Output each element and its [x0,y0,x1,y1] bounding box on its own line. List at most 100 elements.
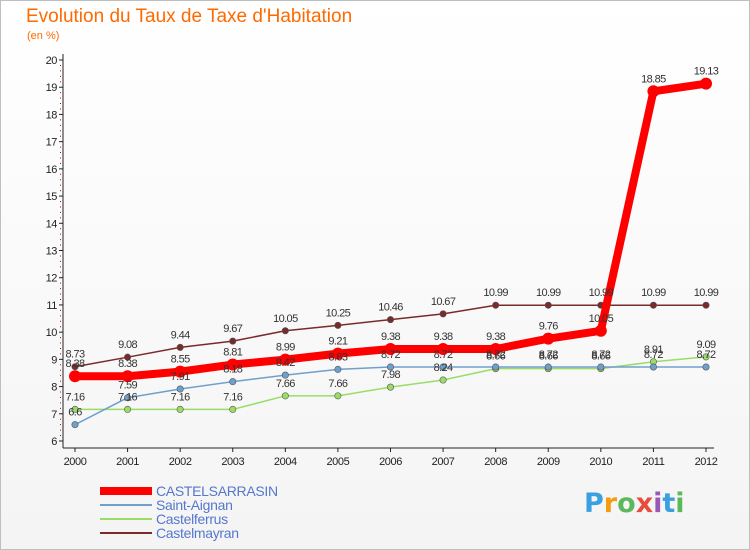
y-tick-label: 7 [51,409,57,421]
data-label: 8.55 [171,354,190,366]
data-label: 10.99 [641,287,666,299]
x-tick-label: 2010 [589,456,612,468]
data-label: 9.21 [328,336,347,348]
data-point [176,405,184,413]
data-point [331,347,344,360]
logo-letter: P [584,488,604,519]
legend-item: Saint-Aignan [100,497,400,513]
y-tick-label: 17 [46,137,58,149]
legend-swatch [100,504,152,506]
data-label: 10.25 [326,307,351,319]
data-point [439,310,447,318]
data-label: 9.44 [171,329,190,341]
data-label: 8.91 [644,344,663,356]
data-point [489,343,502,356]
data-point [384,343,397,356]
data-point [334,365,342,373]
y-tick-label: 16 [46,164,58,176]
data-label: 8.38 [65,358,84,370]
data-label: 8.42 [276,357,295,369]
data-label: 9.67 [223,323,242,335]
y-tick-label: 8 [51,382,57,394]
x-tick-label: 2008 [484,456,507,468]
data-label: 7.16 [171,391,190,403]
x-tick-label: 2007 [432,456,455,468]
data-point [124,405,132,413]
logo-letter: x [635,488,654,519]
data-point [594,324,607,337]
legend-label: CASTELSARRASIN [156,483,278,499]
x-tick-label: 2012 [695,456,718,468]
data-point [597,363,605,371]
data-point [71,405,79,413]
data-label: 10.99 [694,287,719,299]
data-label: 10.99 [589,287,614,299]
data-label: 7.16 [65,391,84,403]
y-tick-label: 14 [46,218,58,230]
proxiti-logo: Proxiti [584,488,685,519]
data-label: 10.67 [431,296,456,308]
data-label: 7.98 [381,369,400,381]
data-label: 10.99 [483,287,508,299]
data-label: 18.85 [641,73,666,85]
data-label: 7.91 [171,371,190,383]
data-point [176,343,184,351]
data-label: 9.76 [539,321,558,333]
data-point [542,332,555,345]
data-label: 8.81 [223,347,242,359]
data-label: 8.66 [486,351,505,363]
data-label: 7.59 [118,380,137,392]
data-point [229,337,237,345]
data-label: 7.66 [276,378,295,390]
data-label: 8.72 [539,349,558,361]
data-point [71,421,79,429]
logo-letter: i [675,488,685,519]
data-label: 8.66 [539,351,558,363]
legend-swatch [100,532,152,534]
x-tick-label: 2005 [326,456,349,468]
logo-letter: o [617,488,636,519]
data-label: 10.05 [589,313,614,325]
data-point [174,365,187,378]
data-point [437,343,450,356]
data-label: 8.72 [486,349,505,361]
x-tick-label: 2004 [274,456,297,468]
data-label: 8.18 [223,364,242,376]
data-point [386,383,394,391]
data-point [439,376,447,384]
y-tick-label: 18 [46,109,58,121]
data-point [439,363,447,371]
data-point [647,85,660,98]
data-label: 7.16 [223,391,242,403]
x-tick-label: 2011 [642,456,664,468]
legend-item: Castelmayran [100,525,400,541]
y-tick-label: 15 [46,191,58,203]
legend-label: Castelmayran [156,525,239,541]
data-label: 7.16 [118,391,137,403]
legend-item: CASTELSARRASIN [100,483,400,499]
y-tick-label: 13 [46,246,58,258]
data-point [71,363,79,371]
data-label: 8.66 [591,351,610,363]
data-label: 8.38 [118,358,137,370]
data-label: 7.66 [328,378,347,390]
logo-letter: i [653,488,663,519]
data-label: 9.38 [381,331,400,343]
data-label: 8.72 [381,349,400,361]
data-point [124,353,132,361]
data-point [279,353,292,366]
data-point [544,363,552,371]
data-point [334,392,342,400]
data-label: 8.63 [328,351,347,363]
data-point [281,371,289,379]
logo-letter: t [662,488,676,519]
data-label: 8.24 [434,362,453,374]
data-label: 10.05 [273,313,298,325]
data-point [649,301,657,309]
legend-swatch [100,487,152,495]
data-point [229,378,237,386]
x-tick-label: 2002 [169,456,192,468]
chart-unit-label: (en %) [27,30,60,42]
y-tick-label: 10 [46,327,58,339]
